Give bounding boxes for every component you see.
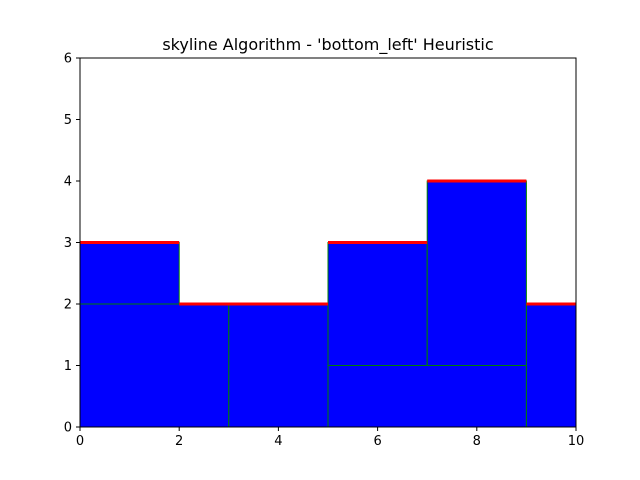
y-tick-label: 4	[64, 175, 72, 190]
y-tick-label: 2	[64, 298, 72, 313]
y-axis-ticks: 0 1 2 3 4 5 6	[64, 52, 80, 436]
y-tick-label: 5	[64, 113, 72, 128]
x-axis-ticks: 0 2 4 6 8 10	[76, 427, 584, 449]
x-tick-label: 6	[373, 434, 381, 449]
packed-rectangle-4	[327, 365, 527, 428]
y-tick-label: 6	[64, 52, 72, 67]
packed-rectangle-6	[426, 180, 527, 366]
x-tick-label: 10	[568, 434, 585, 449]
chart-title: skyline Algorithm - 'bottom_left' Heuris…	[162, 35, 493, 55]
x-tick-label: 2	[175, 434, 183, 449]
packed-rectangle-7	[525, 303, 577, 428]
x-tick-label: 4	[274, 434, 282, 449]
packed-rectangle-5	[327, 242, 428, 366]
y-tick-label: 1	[64, 359, 72, 374]
packed-rectangle-1	[79, 303, 230, 428]
y-tick-label: 0	[64, 421, 72, 436]
x-tick-label: 0	[76, 434, 84, 449]
x-tick-label: 8	[473, 434, 481, 449]
skyline-layer	[80, 179, 576, 306]
packed-rectangle-2	[79, 242, 180, 305]
packed-rectangle-3	[228, 303, 329, 428]
rectangles-layer	[79, 180, 577, 428]
y-tick-label: 3	[64, 236, 72, 251]
